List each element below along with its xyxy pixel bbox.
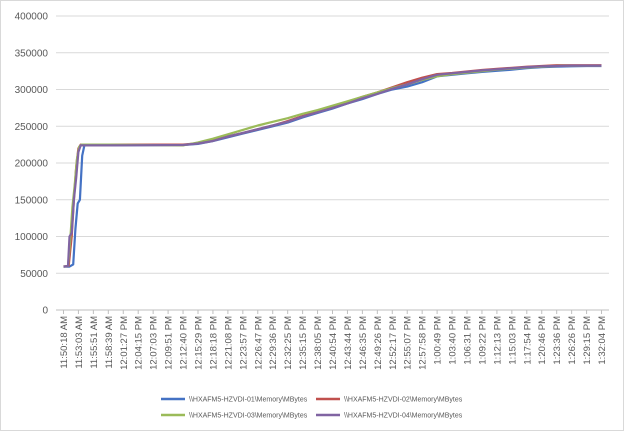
x-tick-label: 1:32:04 PM bbox=[597, 316, 608, 365]
legend-label-3: \\HXAFM5-HZVDI-03\Memory\MBytes bbox=[189, 413, 308, 420]
x-tick-label: 12:21:08 PM bbox=[223, 316, 234, 370]
y-tick-label: 300000 bbox=[15, 85, 49, 96]
x-tick-label: 12:12:40 PM bbox=[179, 316, 190, 370]
x-tick-label: 12:07:03 PM bbox=[149, 316, 160, 370]
x-tick-label: 12:01:27 PM bbox=[119, 316, 130, 370]
series-line-4 bbox=[63, 64, 602, 268]
y-tick-label: 200000 bbox=[15, 159, 49, 170]
y-tick-label: 100000 bbox=[15, 232, 49, 243]
x-tick-label: 12:46:35 PM bbox=[358, 316, 369, 370]
x-tick-label: 12:32:25 PM bbox=[283, 316, 294, 370]
x-tick-label: 12:29:36 PM bbox=[268, 316, 279, 370]
x-tick-label: 1:03:40 PM bbox=[448, 316, 459, 365]
y-tick-label: 250000 bbox=[15, 122, 49, 133]
x-tick-label: 1:29:15 PM bbox=[582, 316, 593, 365]
legend-label-4: \\HXAFM5-HZVDI-04\Memory\MBytes bbox=[344, 413, 463, 420]
legend-label-2: \\HXAFM5-HZVDI-02\Memory\MBytes bbox=[344, 397, 463, 404]
x-tick-label: 12:15:29 PM bbox=[193, 316, 204, 370]
x-tick-label: 1:17:54 PM bbox=[522, 316, 533, 365]
x-tick-label: 1:23:36 PM bbox=[552, 316, 563, 365]
legend-label-1: \\HXAFM5-HZVDI-01\Memory\MBytes bbox=[189, 397, 308, 404]
x-tick-label: 1:06:31 PM bbox=[463, 316, 474, 365]
x-tick-label: 12:35:15 PM bbox=[298, 316, 309, 370]
x-tick-label: 12:52:17 PM bbox=[388, 316, 399, 370]
x-tick-label: 12:57:58 PM bbox=[418, 316, 429, 370]
x-tick-label: 11:55:51 AM bbox=[89, 316, 100, 369]
y-tick-label: 150000 bbox=[15, 195, 49, 206]
x-tick-label: 12:38:05 PM bbox=[313, 316, 324, 370]
x-tick-label: 11:53:03 AM bbox=[74, 316, 85, 369]
x-tick-label: 1:00:49 PM bbox=[433, 316, 444, 365]
x-tick-label: 12:49:26 PM bbox=[373, 316, 384, 370]
y-tick-label: 400000 bbox=[15, 12, 49, 23]
x-tick-label: 11:50:18 AM bbox=[59, 316, 70, 369]
x-tick-label: 1:20:46 PM bbox=[537, 316, 548, 365]
x-tick-label: 11:58:39 AM bbox=[104, 316, 115, 369]
x-tick-label: 12:26:47 PM bbox=[253, 316, 264, 370]
x-tick-label: 12:04:15 PM bbox=[134, 316, 145, 370]
y-tick-label: 0 bbox=[42, 306, 48, 317]
x-tick-label: 1:15:03 PM bbox=[507, 316, 518, 365]
x-tick-label: 12:09:51 PM bbox=[164, 316, 175, 370]
x-tick-label: 12:23:57 PM bbox=[238, 316, 249, 370]
x-tick-label: 1:09:22 PM bbox=[477, 316, 488, 365]
x-tick-label: 12:40:54 PM bbox=[328, 316, 339, 370]
x-tick-label: 1:12:13 PM bbox=[492, 316, 503, 365]
x-tick-label: 12:18:18 PM bbox=[208, 316, 219, 370]
x-tick-label: 1:26:26 PM bbox=[567, 316, 578, 365]
x-tick-label: 12:55:07 PM bbox=[403, 316, 414, 370]
y-tick-label: 350000 bbox=[15, 48, 49, 59]
x-tick-label: 12:43:44 PM bbox=[343, 316, 354, 370]
y-tick-label: 50000 bbox=[20, 269, 48, 280]
